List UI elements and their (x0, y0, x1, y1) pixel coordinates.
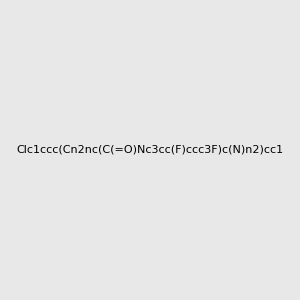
Text: Clc1ccc(Cn2nc(C(=O)Nc3cc(F)ccc3F)c(N)n2)cc1: Clc1ccc(Cn2nc(C(=O)Nc3cc(F)ccc3F)c(N)n2)… (16, 145, 283, 155)
